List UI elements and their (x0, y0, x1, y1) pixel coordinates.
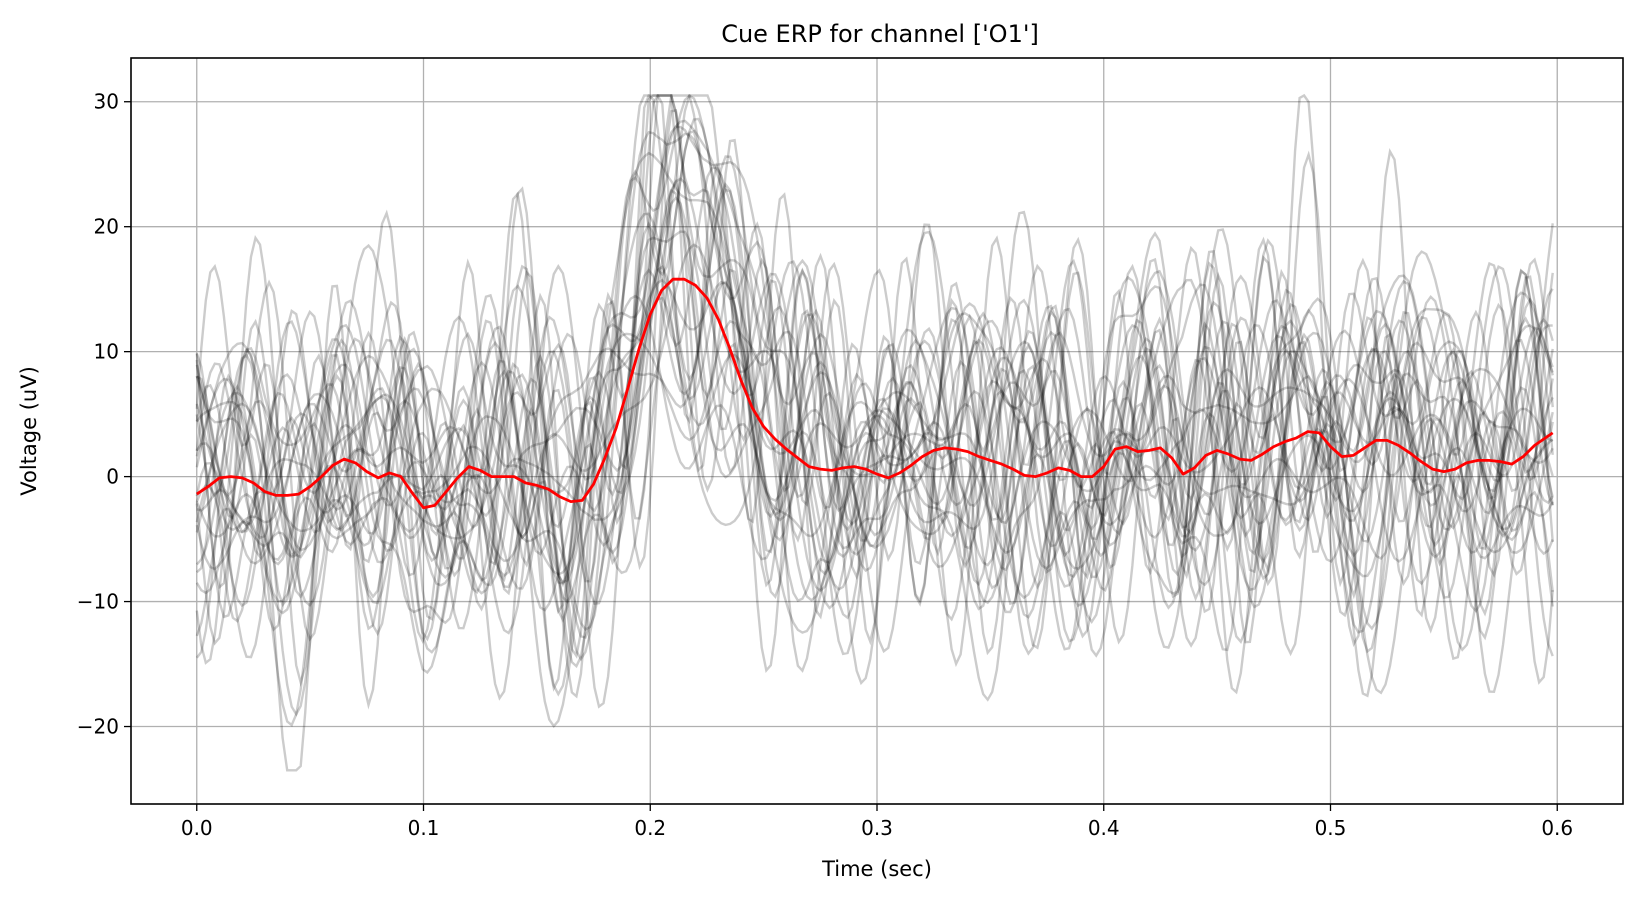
trial-line (195, 155, 1554, 651)
y-tick-label: 30 (94, 90, 119, 114)
trial-line (195, 94, 1554, 620)
trial-line (195, 94, 1554, 623)
average-trace (196, 277, 1554, 510)
trial-line (195, 263, 1554, 729)
y-axis-ticks: −20 −10 0 10 20 30 (77, 90, 131, 739)
x-tick-label: 0.1 (408, 816, 440, 840)
grid-lines (131, 58, 1623, 804)
y-tick-label: −20 (77, 715, 119, 739)
trial-line (195, 243, 1554, 610)
trial-line (196, 188, 1554, 772)
trial-line (195, 297, 1554, 603)
trial-line (195, 177, 1554, 645)
x-tick-label: 0.6 (1541, 816, 1573, 840)
trial-line (195, 117, 1554, 694)
trial-line (195, 93, 1554, 710)
y-tick-label: 0 (106, 465, 119, 489)
trial-line (195, 130, 1554, 643)
trial-line (195, 94, 1554, 665)
trial-line (195, 94, 1554, 658)
trial-line (195, 151, 1554, 657)
trial-line (195, 278, 1554, 697)
chart-title: Cue ERP for channel ['O1'] (721, 20, 1039, 48)
y-axis-title: Voltage (uV) (17, 366, 41, 496)
x-tick-label: 0.5 (1315, 816, 1347, 840)
x-tick-label: 0.0 (181, 816, 213, 840)
trial-line (195, 212, 1554, 669)
trial-line (195, 260, 1554, 717)
x-tick-label: 0.2 (634, 816, 666, 840)
trial-line (195, 125, 1554, 634)
trial-line (195, 94, 1554, 646)
trial-line (195, 94, 1554, 686)
trial-traces (195, 93, 1554, 772)
trial-line (195, 94, 1554, 644)
y-tick-label: −10 (77, 590, 119, 614)
trial-line (195, 178, 1554, 699)
trial-line (196, 195, 1554, 654)
y-tick-label: 10 (94, 340, 119, 364)
x-tick-label: 0.4 (1088, 816, 1120, 840)
x-axis-title: Time (sec) (821, 857, 932, 881)
trial-line (195, 108, 1554, 659)
average-line (196, 277, 1554, 510)
trial-line (195, 188, 1554, 606)
x-tick-label: 0.3 (861, 816, 893, 840)
y-tick-label: 20 (94, 215, 119, 239)
x-axis-ticks: 0.0 0.1 0.2 0.3 0.4 0.5 0.6 (181, 804, 1573, 840)
trial-line (195, 129, 1554, 650)
trial-line (195, 119, 1554, 652)
trial-line (195, 264, 1554, 558)
